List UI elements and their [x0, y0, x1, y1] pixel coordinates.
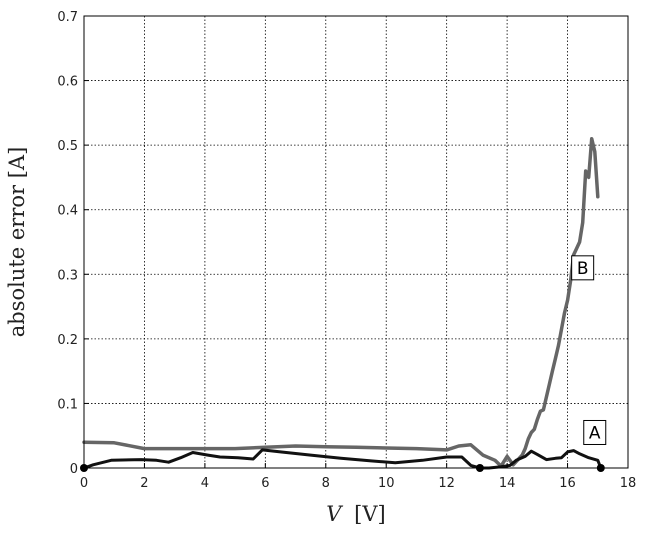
y-tick-label: 0	[70, 462, 78, 477]
x-tick-label: 6	[261, 476, 269, 491]
series-a-line	[82, 448, 603, 470]
x-tick-label: 14	[499, 476, 516, 491]
x-tick-label: 4	[201, 476, 209, 491]
x-tick-label: 16	[559, 476, 576, 491]
y-tick-label: 0.1	[57, 397, 78, 412]
annotation-box-b	[571, 255, 595, 281]
annotation-box-a	[583, 419, 607, 445]
x-axis-label-variable: V	[326, 502, 343, 526]
series-b-line	[82, 136, 600, 468]
y-tick-label: 0.3	[57, 268, 78, 283]
annotation-label-a: A	[589, 423, 601, 443]
annotations: BA	[571, 255, 607, 445]
y-axis-label: absolute error [A]	[5, 147, 29, 338]
plot-frame	[83, 15, 629, 469]
series-layer	[80, 136, 605, 472]
x-tick-label: 18	[620, 476, 637, 491]
y-tick-label: 0.6	[57, 75, 78, 90]
x-tick-label: 10	[378, 476, 395, 491]
x-tick-label: 12	[438, 476, 455, 491]
x-tick-label: 2	[140, 476, 148, 491]
x-axis-label: V [V]	[326, 502, 385, 526]
annotation-label-b: B	[577, 259, 589, 279]
ticks: 0 2 4 6 8 10 12 14 16 18 0 0.1 0.2 0.3 0.4 0.5 0.6 0.7	[57, 10, 636, 491]
x-tick-label: 0	[80, 476, 88, 491]
y-tick-label: 0.7	[57, 10, 78, 25]
x-axis-label-unit: [V]	[354, 502, 386, 526]
y-tick-label: 0.5	[57, 139, 78, 154]
y-tick-label: 0.2	[57, 333, 78, 348]
x-tick-label: 8	[322, 476, 330, 491]
y-tick-label: 0.4	[57, 204, 78, 219]
